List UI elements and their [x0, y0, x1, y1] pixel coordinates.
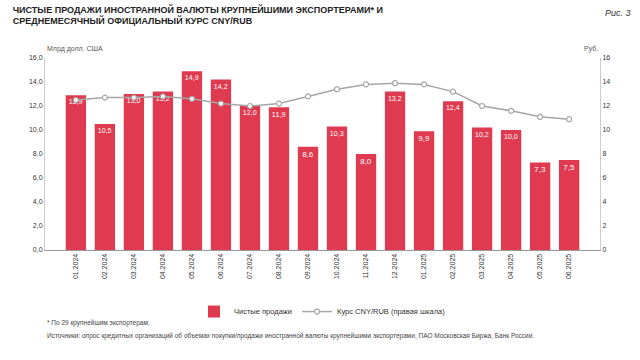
svg-text:10: 10 [602, 126, 610, 133]
svg-text:8: 8 [602, 150, 606, 157]
svg-text:06.2024: 06.2024 [217, 254, 224, 279]
svg-text:01.2025: 01.2025 [420, 254, 427, 279]
svg-text:01.2024: 01.2024 [72, 254, 79, 279]
svg-text:13,2: 13,2 [156, 95, 170, 103]
svg-text:Руб.: Руб. [584, 45, 598, 53]
svg-text:2,0: 2,0 [33, 222, 43, 229]
svg-text:14,2: 14,2 [214, 83, 228, 91]
svg-text:8,6: 8,6 [302, 150, 314, 159]
svg-text:14,9: 14,9 [185, 74, 199, 82]
svg-text:04.2025: 04.2025 [507, 254, 514, 279]
svg-text:0: 0 [602, 246, 606, 253]
svg-text:05.2024: 05.2024 [188, 254, 195, 279]
svg-text:2: 2 [602, 222, 606, 229]
svg-text:Рис. 3: Рис. 3 [605, 8, 631, 18]
svg-text:4,0: 4,0 [33, 198, 43, 205]
svg-text:02.2025: 02.2025 [449, 254, 456, 279]
svg-text:12: 12 [602, 102, 610, 109]
svg-text:04.2024: 04.2024 [159, 254, 166, 279]
svg-text:13,0: 13,0 [127, 97, 141, 105]
svg-text:12,4: 12,4 [446, 104, 460, 112]
svg-text:10,0: 10,0 [29, 126, 43, 133]
svg-text:0,0: 0,0 [33, 246, 43, 253]
svg-text:Источники: опрос кредитных орг: Источники: опрос кредитных организаций о… [47, 332, 534, 340]
svg-text:12,0: 12,0 [243, 109, 257, 117]
svg-text:10.2024: 10.2024 [333, 254, 340, 279]
svg-text:07.2024: 07.2024 [246, 254, 253, 279]
svg-text:4: 4 [602, 198, 606, 205]
svg-text:12,9: 12,9 [69, 98, 83, 106]
svg-text:03.2025: 03.2025 [478, 254, 485, 279]
svg-text:14: 14 [602, 78, 610, 85]
svg-text:6: 6 [602, 174, 606, 181]
svg-text:08.2024: 08.2024 [275, 254, 282, 279]
svg-text:6,0: 6,0 [33, 174, 43, 181]
svg-text:02.2024: 02.2024 [101, 254, 108, 279]
svg-text:06.2025: 06.2025 [565, 254, 572, 279]
svg-text:11,9: 11,9 [272, 110, 286, 119]
svg-text:10,5: 10,5 [98, 127, 112, 135]
svg-text:12.2024: 12.2024 [391, 254, 398, 279]
svg-text:03.2024: 03.2024 [130, 254, 137, 279]
svg-text:10,2: 10,2 [475, 131, 489, 139]
svg-text:7,3: 7,3 [534, 165, 546, 174]
svg-text:10,3: 10,3 [330, 130, 344, 138]
svg-text:13,2: 13,2 [388, 95, 402, 103]
svg-text:9,9: 9,9 [418, 134, 430, 143]
svg-text:* По 29 крупнейшим экспортерам: * По 29 крупнейшим экспортерам. [47, 319, 150, 327]
svg-text:Млрд долл. США: Млрд долл. США [47, 45, 103, 53]
svg-text:09.2024: 09.2024 [304, 254, 311, 279]
svg-text:10,0: 10,0 [504, 133, 518, 141]
svg-text:7,5: 7,5 [563, 163, 575, 172]
svg-text:05.2025: 05.2025 [536, 254, 543, 279]
svg-text:ЧИСТЫЕ ПРОДАЖИ ИНОСТРАННОЙ ВАЛ: ЧИСТЫЕ ПРОДАЖИ ИНОСТРАННОЙ ВАЛЮТЫ КРУПНЕ… [13, 4, 383, 27]
svg-text:14,0: 14,0 [29, 78, 43, 85]
svg-text:Курс CNY/RUB (правая шкала): Курс CNY/RUB (правая шкала) [337, 307, 445, 316]
svg-text:12,0: 12,0 [29, 102, 43, 109]
svg-text:11.2024: 11.2024 [362, 254, 369, 279]
svg-text:16,0: 16,0 [29, 54, 43, 61]
svg-text:8,0: 8,0 [360, 157, 372, 166]
svg-text:Чистые продажи: Чистые продажи [234, 307, 292, 316]
svg-text:16: 16 [602, 54, 610, 61]
svg-text:8,0: 8,0 [33, 150, 43, 157]
